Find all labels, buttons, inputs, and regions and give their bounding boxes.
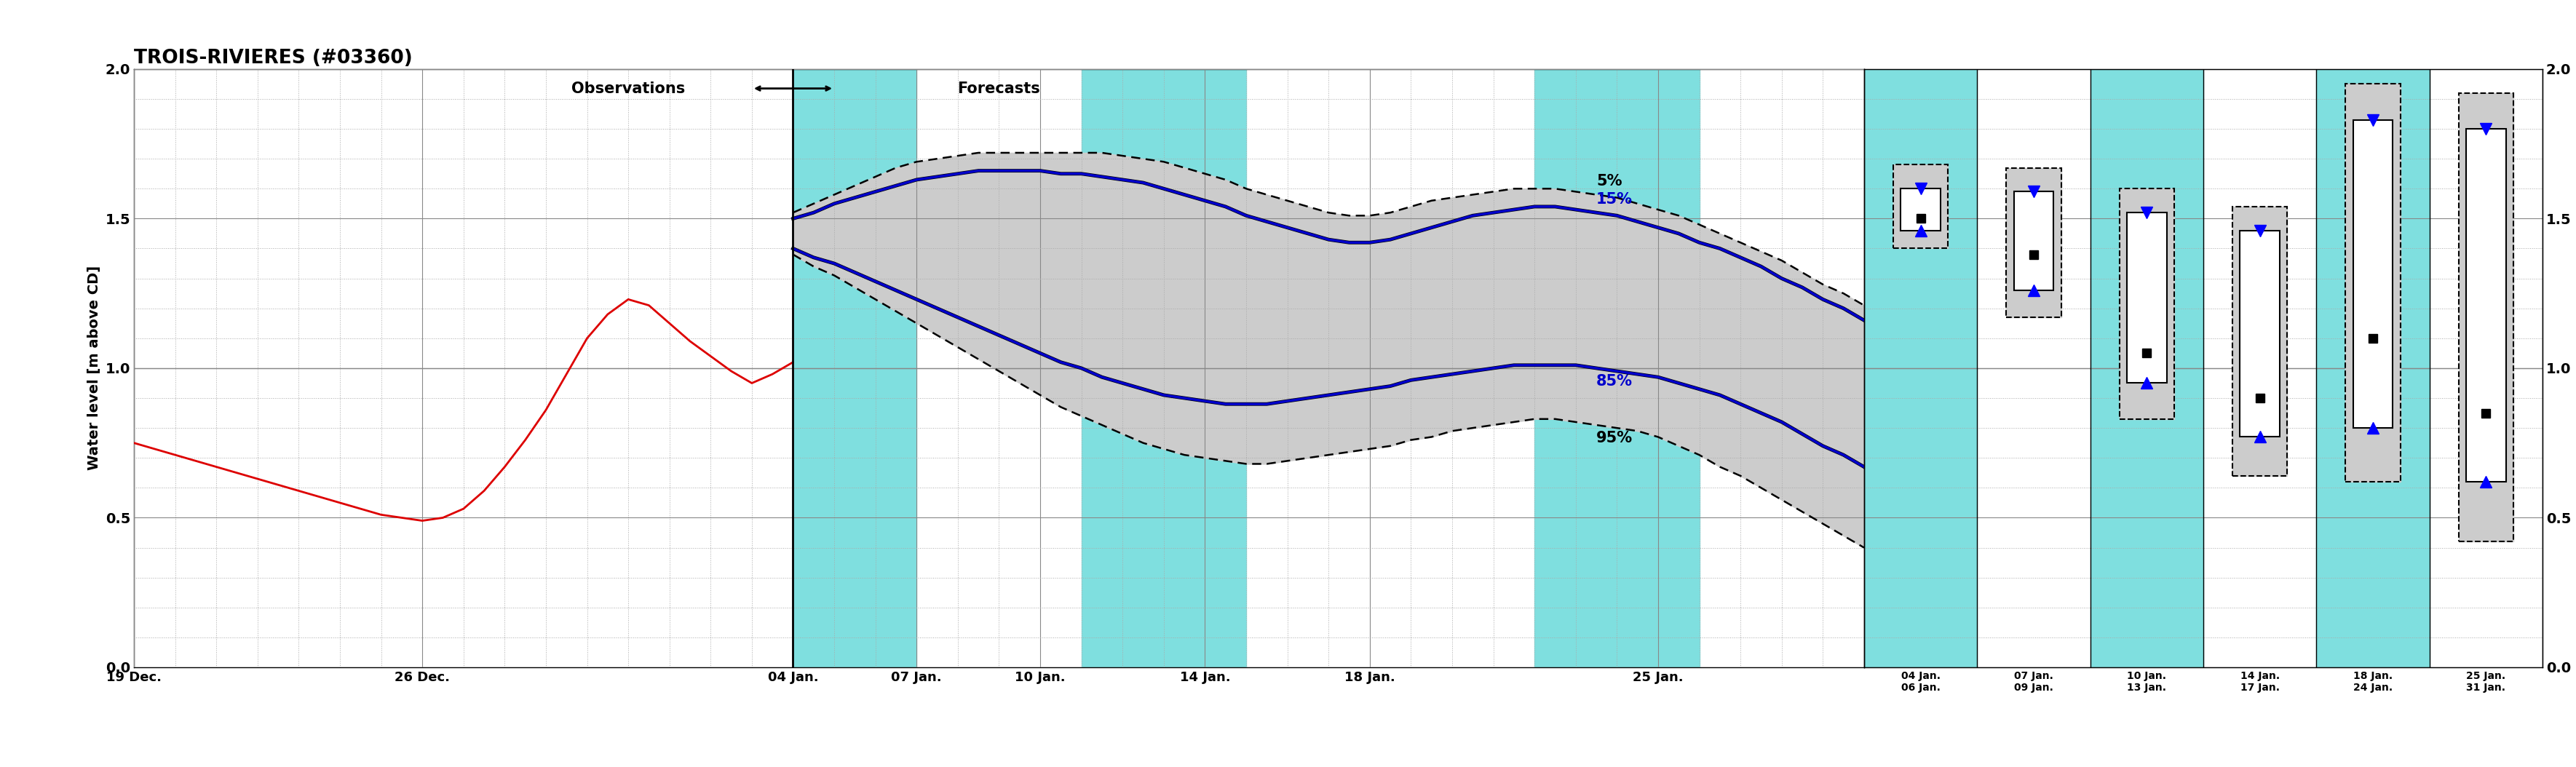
Text: 95%: 95%	[1597, 431, 1633, 446]
Bar	[2007, 168, 2061, 318]
Bar	[2089, 69, 2202, 667]
Bar	[793, 69, 917, 667]
Bar	[2352, 120, 2393, 428]
Text: Observations: Observations	[572, 81, 685, 96]
Bar	[1865, 69, 1978, 667]
Bar	[2128, 212, 2166, 383]
Bar	[1535, 69, 1700, 667]
Bar	[2014, 192, 2053, 291]
Bar	[2347, 84, 2401, 482]
Text: 5%: 5%	[1597, 174, 1623, 189]
Text: 15%: 15%	[1597, 192, 1633, 206]
Bar	[2465, 129, 2506, 482]
Bar	[2241, 231, 2280, 437]
Text: 85%: 85%	[1597, 374, 1633, 389]
Bar	[1082, 69, 1247, 667]
Y-axis label: Water level [m above CD]: Water level [m above CD]	[88, 266, 100, 470]
Bar	[2316, 69, 2429, 667]
Bar	[2233, 206, 2287, 476]
Bar	[1901, 189, 1940, 231]
Bar	[2120, 189, 2174, 419]
Text: TROIS-RIVIERES (#03360): TROIS-RIVIERES (#03360)	[134, 48, 412, 67]
Text: Forecasts: Forecasts	[958, 81, 1041, 96]
Bar	[2458, 93, 2514, 542]
Bar	[1893, 165, 1947, 249]
